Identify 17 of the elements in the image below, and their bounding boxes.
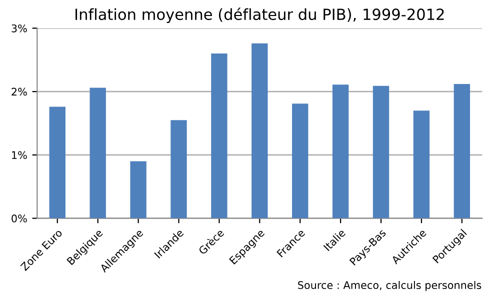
y-tick-label: 0% [12, 214, 27, 222]
y-tick-label: 1% [12, 151, 27, 160]
source-note: Source : Ameco, calculs personnels [298, 280, 482, 292]
bar [211, 54, 228, 218]
bar [252, 43, 268, 218]
bar [292, 104, 308, 218]
bar [130, 161, 146, 218]
chart-title: Inflation moyenne (déflateur du PIB), 1999-2012 [76, 8, 444, 24]
bar [90, 88, 106, 218]
bar [170, 120, 187, 218]
bar [372, 86, 390, 218]
bar [49, 106, 66, 218]
bar [454, 84, 470, 218]
y-tick-label: 2% [12, 88, 27, 96]
bar [413, 110, 430, 218]
y-tick-label: 3% [12, 24, 27, 32]
bar [332, 84, 349, 218]
